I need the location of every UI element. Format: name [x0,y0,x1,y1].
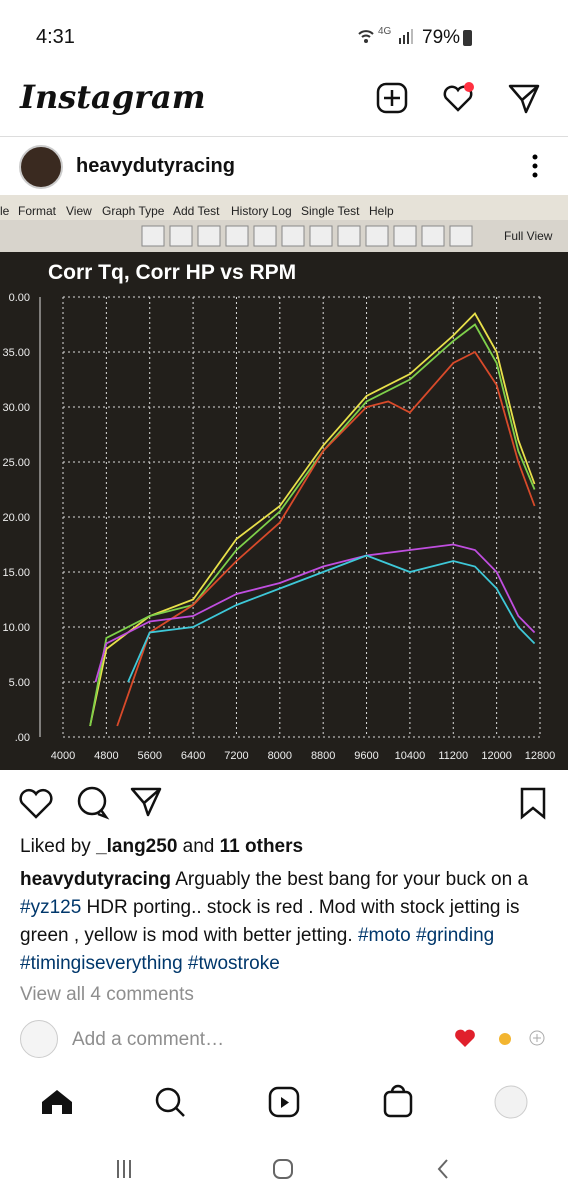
hashtag[interactable]: #moto [357,925,411,946]
x-tick-label: 12000 [481,750,512,762]
time: 4:31 [36,26,75,48]
quick-reactions[interactable] [452,1026,548,1050]
y-tick-label: 0.00 [9,292,30,304]
x-tick-label: 7200 [224,750,248,762]
menu-bar [0,195,568,220]
x-tick-label: 4800 [94,750,118,762]
tool-button [141,225,165,247]
x-tick-label: 6400 [181,750,205,762]
x-tick-label: 4000 [51,750,75,762]
likes-mid: and [182,836,215,857]
header-icons[interactable] [372,78,552,118]
tool-button [225,225,249,247]
x-tick-label: 11200 [438,750,468,762]
toolbar-button: Full View [504,229,553,243]
status-icons [358,29,413,44]
y-tick-label: 25.00 [2,457,30,469]
more[interactable] [528,152,542,182]
tool-button [365,225,389,247]
tool-button [169,225,193,247]
plot-bg [0,252,568,770]
x-tick-label: 10400 [395,750,426,762]
menu-item: View [66,204,92,218]
hashtag[interactable]: #timingiseverything [20,953,183,974]
bottom-nav[interactable] [0,1078,568,1200]
x-tick-label: 8000 [268,750,292,762]
x-tick-label: 5600 [137,750,161,762]
menu-item: Graph Type [102,204,165,218]
caption: heavydutyracing Arguably the best bang f… [20,866,555,978]
hashtag[interactable]: #twostroke [187,953,280,974]
comment-input[interactable]: Add a comment… [72,1029,225,1050]
y-tick-label: 15.00 [2,567,30,579]
y-tick-label: 5.00 [9,677,30,689]
y-tick-label: .00 [15,732,30,744]
line [94,543,536,683]
my-avatar [20,1020,58,1058]
caption-user[interactable]: heavydutyracing [20,869,171,890]
divider [0,136,568,137]
likes[interactable]: Liked by _lang250 and 11 others [20,836,303,858]
x-tick-label: 12800 [525,750,556,762]
logo: Instagram [20,78,206,116]
tool-button [337,225,361,247]
menu-item: Help [369,204,394,218]
y-tick-label: 10.00 [2,622,30,634]
line [127,554,536,683]
battery: 79% [422,27,461,48]
view-comments[interactable]: View all 4 comments [20,984,194,1005]
post-photo: le Format View Graph Type Add Test History Lo… [0,195,568,770]
y-tick-label: 35.00 [2,347,30,359]
others[interactable]: 11 others [219,836,304,857]
chart-title: Corr Tq, Corr HP vs RPM [48,261,296,284]
tool-button [197,225,221,247]
liker[interactable]: _lang250 [96,836,178,857]
tool-button [421,225,445,247]
username[interactable]: heavydutyracing [76,155,235,177]
battery-icon [463,30,472,46]
y-tick-label: 30.00 [2,402,30,414]
menu-item: Single Test [301,204,360,218]
menu-item: Format [18,204,57,218]
network: 4G [378,26,392,37]
action-icons[interactable] [18,783,558,823]
avatar[interactable] [19,145,63,189]
hashtag[interactable]: #grinding [416,925,495,946]
line [89,323,536,727]
hashtag[interactable]: #yz125 [20,897,82,918]
line [116,350,536,727]
tool-button [449,225,473,247]
menu-item: Add Test [173,204,220,218]
tool-button [281,225,305,247]
tool-button [393,225,417,247]
caption-text: HDR porting.. stock is red . Mod with st… [20,897,520,946]
menu-item: History Log [231,204,292,218]
x-tick-label: 8800 [311,750,335,762]
tool-button [309,225,333,247]
y-tick-label: 20.00 [2,512,30,524]
x-tick-label: 9600 [354,750,378,762]
likes-prefix: Liked by [20,836,91,857]
tool-button [253,225,277,247]
menu-item: le [0,204,10,218]
caption-text: Arguably the best bang for your buck on … [175,869,529,890]
